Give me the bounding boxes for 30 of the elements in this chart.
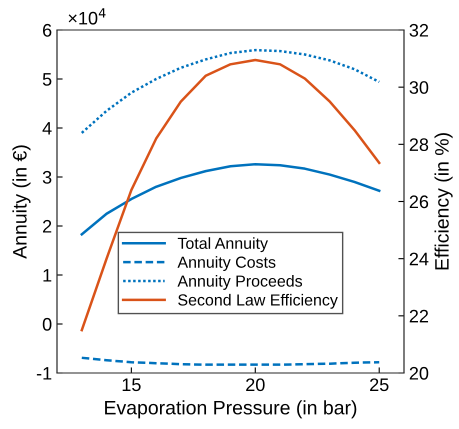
y-tick-label: 3 [42, 170, 52, 184]
y2-tick-label: 28 [410, 138, 428, 152]
y2-tick-label: 24 [410, 252, 428, 266]
y-tick-label: -1 [36, 367, 52, 380]
line-series [80, 48, 380, 134]
legend-label: Total Annuity [178, 237, 268, 252]
y-tick-label: 2 [43, 220, 52, 233]
y2-tick-label: 30 [410, 81, 428, 94]
y2-tick-label: 20 [410, 366, 428, 380]
line-series [80, 356, 380, 366]
y2-tick-label: 26 [410, 195, 428, 208]
legend-label: Annuity Proceeds [177, 275, 302, 290]
y-tick-label: 5 [42, 73, 52, 86]
y-tick-label: 4 [42, 122, 52, 135]
line-series [80, 58, 380, 332]
y-axis-title: Annuity (in €) [12, 145, 31, 259]
legend-label: Annuity Costs [177, 256, 276, 272]
y2-tick-label: 22 [410, 310, 428, 322]
y-tick-label: 0 [42, 318, 52, 331]
x-tick-label: 25 [370, 378, 388, 392]
x-tick-label: 15 [122, 378, 141, 392]
x-tick-label: 20 [246, 378, 265, 392]
y-tick-label: 6 [43, 24, 52, 37]
y2-axis-title: Efficiency (in %) [434, 133, 453, 270]
legend-label: Second Law Efficiency [178, 294, 338, 309]
line-series [80, 163, 380, 236]
y-tick-label: 1 [43, 269, 52, 282]
y2-tick-label: 32 [410, 24, 428, 37]
x-axis-title: Evaporation Pressure (in bar) [105, 400, 356, 418]
text: ×10$^{4}$ [68, 8, 106, 25]
